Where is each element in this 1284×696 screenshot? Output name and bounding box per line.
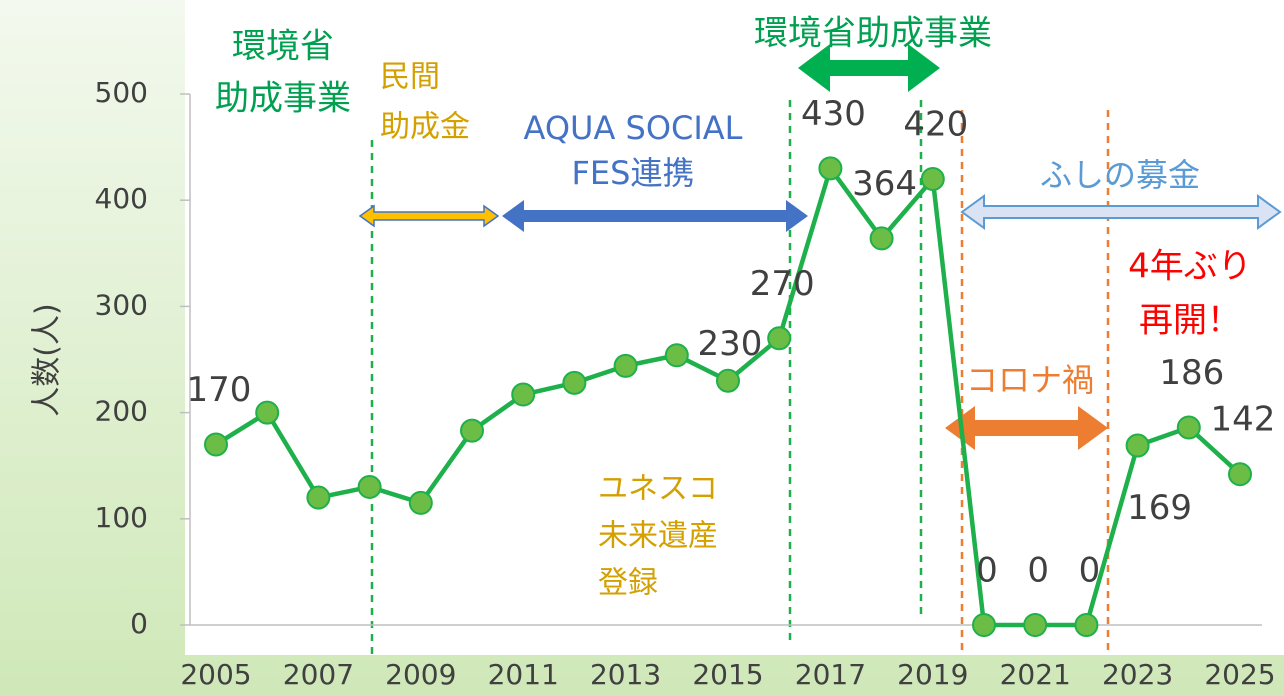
data-label: 270: [750, 264, 815, 304]
data-label: 230: [698, 324, 763, 364]
arrow: [798, 44, 940, 92]
x-tick-label: 2009: [385, 658, 456, 691]
point: [1125, 433, 1150, 458]
arrow: [358, 204, 500, 228]
point: [920, 166, 945, 191]
point: [1023, 613, 1048, 637]
point: [972, 613, 996, 637]
y-tick-label: 400: [95, 182, 148, 215]
y-tick-label: 500: [95, 76, 148, 109]
point: [562, 370, 587, 395]
point: [767, 326, 792, 351]
point: [1176, 415, 1201, 440]
annotation: 4年ぶり: [1128, 247, 1252, 287]
annotation: 環境省助成事業: [754, 14, 992, 54]
data-label: 142: [1211, 400, 1276, 440]
data-label: 169: [1127, 488, 1192, 528]
data-label: 170: [187, 370, 252, 410]
annotation: コロナ禍: [966, 361, 1094, 399]
point: [1228, 462, 1252, 487]
point: [460, 418, 484, 443]
point: [306, 485, 331, 510]
annotation: 環境省: [232, 27, 334, 67]
data-label: 430: [801, 94, 866, 134]
annotation: 再開！: [1139, 301, 1241, 341]
point: [664, 343, 689, 368]
data-label: 364: [852, 164, 917, 204]
y-tick-label: 0: [130, 607, 148, 640]
x-tick-label: 2013: [590, 658, 661, 691]
point: [408, 490, 433, 515]
x-tick-label: 2019: [897, 658, 968, 691]
x-tick-label: 2025: [1204, 658, 1275, 691]
annotation: 登録: [598, 566, 658, 601]
point: [511, 382, 536, 407]
arrow: [945, 406, 1108, 450]
x-tick-label: 2023: [1102, 658, 1173, 691]
annotation: 民間: [380, 60, 440, 95]
data-label: 420: [903, 104, 968, 144]
y-axis-label: 人数(人): [30, 303, 65, 416]
x-tick-label: 2007: [283, 658, 354, 691]
y-tick-label: 100: [95, 501, 148, 534]
markers: [370, 100, 1110, 660]
annotation: FES連携: [572, 154, 695, 192]
data-label: 186: [1159, 353, 1224, 393]
x-tick-label: 2005: [180, 658, 251, 691]
annotation: 助成金: [380, 110, 470, 145]
data-label: 0: [976, 551, 998, 591]
annotation: ふしの募金: [1040, 156, 1200, 194]
y-tick-label: 200: [95, 395, 148, 428]
y-tick-label: 300: [95, 288, 148, 321]
point: [716, 368, 740, 393]
x-tick-label: 2017: [795, 658, 866, 691]
point: [818, 156, 843, 181]
point: [357, 474, 382, 499]
arrow: [502, 200, 808, 232]
data-label: 0: [1027, 551, 1049, 591]
x-tick-label: 2021: [1000, 658, 1071, 691]
x-tick-label: 2015: [692, 658, 763, 691]
point: [613, 353, 638, 378]
x-tick-label: 2011: [488, 658, 559, 691]
point: [255, 400, 280, 425]
point: [869, 226, 894, 251]
point: [204, 432, 228, 457]
annotation: 未来遺産: [598, 519, 718, 554]
point: [1074, 613, 1099, 637]
plot-background: [185, 0, 1284, 655]
annotation: 助成事業: [215, 79, 351, 119]
arrow: [960, 194, 1282, 230]
annotation: ユネスコ: [598, 472, 718, 507]
annotation: AQUA SOCIAL: [524, 109, 743, 147]
data-label: 0: [1079, 551, 1101, 591]
